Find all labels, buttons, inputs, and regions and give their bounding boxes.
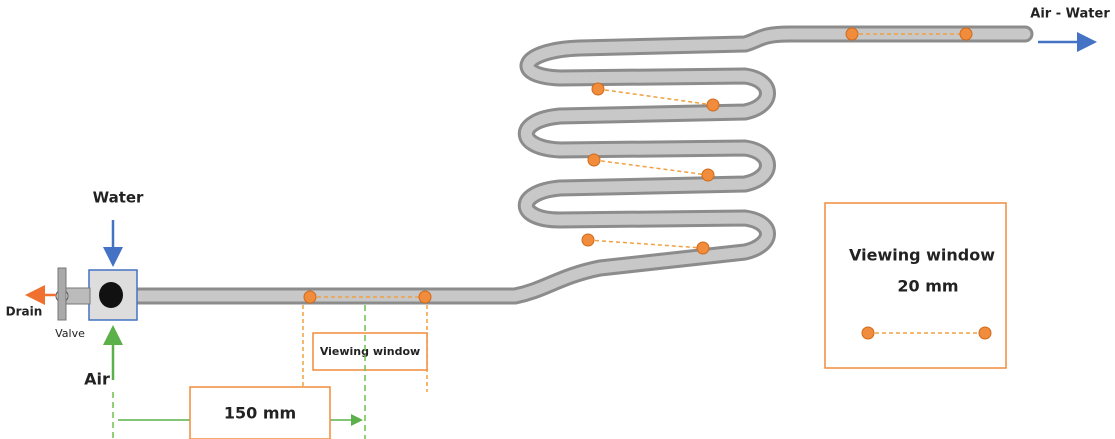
valve-label: Valve	[55, 327, 85, 340]
legend-size: 20 mm	[897, 277, 958, 296]
diagram: Water Air Drain Valve Air - Water Viewin…	[0, 0, 1115, 439]
air-label: Air	[84, 370, 110, 389]
distance-label: 150 mm	[224, 404, 296, 423]
outlet-label: Air - Water	[1030, 7, 1110, 22]
legend-dot	[862, 327, 874, 339]
drain-label: Drain	[6, 305, 43, 319]
legend-dot	[979, 327, 991, 339]
legend-title: Viewing window	[849, 246, 995, 265]
water-label: Water	[93, 189, 144, 207]
window-label: Viewing window	[320, 345, 420, 358]
inlet-fitting	[56, 268, 137, 320]
